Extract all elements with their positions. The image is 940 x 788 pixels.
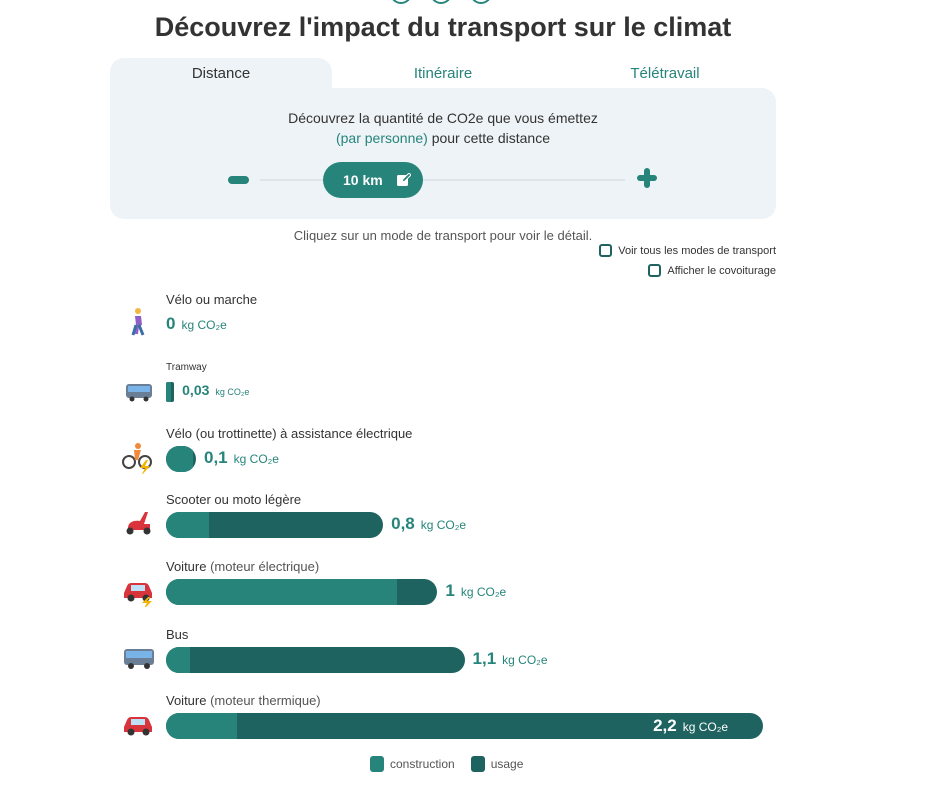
mode-label: Bus	[166, 627, 189, 642]
distance-slider-track[interactable]	[260, 179, 625, 181]
emission-value: 0 kg CO₂e	[166, 314, 227, 333]
emission-value: 1,1 kg CO₂e	[472, 649, 548, 668]
tab-itineraire[interactable]: Itinéraire	[413, 65, 473, 82]
tram-icon	[126, 384, 152, 402]
emission-bar[interactable]	[166, 446, 196, 472]
decrease-distance-button[interactable]	[228, 176, 249, 184]
emission-value: 0,1 kg CO₂e	[204, 448, 279, 467]
bar-segment-construction	[166, 713, 237, 739]
mode-label: Tramway	[166, 362, 207, 373]
emission-bar[interactable]	[166, 512, 384, 538]
distance-value: 10 km	[343, 172, 383, 188]
emission-value: 0,03 kg CO₂e	[182, 382, 250, 398]
bar-segment-construction	[166, 647, 191, 673]
emission-value: 2,2 kg CO₂e	[653, 716, 729, 735]
bus-icon	[124, 649, 154, 669]
tab-teletravail[interactable]: Télétravail	[630, 65, 700, 82]
mode-label: Scooter ou moto légère	[166, 492, 302, 507]
electric-car-icon	[124, 583, 152, 607]
show-all-modes-checkbox[interactable]: Voir tous les modes de transport	[599, 244, 776, 257]
chart-legend: construction usage	[370, 756, 523, 772]
bar-segment-construction	[166, 382, 172, 402]
emission-value: 0,8 kg CO₂e	[391, 514, 467, 533]
show-carpooling-checkbox[interactable]: Afficher le covoiturage	[648, 264, 776, 277]
hint-text: Cliquez sur un mode de transport pour vo…	[293, 228, 593, 243]
mode-label: Voiture (moteur électrique)	[166, 559, 320, 574]
legend-swatch-construction	[370, 756, 384, 772]
distance-panel: Découvrez la quantité de CO2e que vous é…	[110, 88, 776, 219]
distance-slider-handle[interactable]: 10 km	[323, 162, 423, 198]
step-indicators	[390, 0, 492, 4]
bar-segment-construction	[166, 512, 210, 538]
mode-label: Vélo ou marche	[166, 292, 258, 307]
panel-description: Découvrez la quantité de CO2e que vous é…	[288, 110, 598, 126]
emission-bar[interactable]	[166, 713, 764, 739]
emission-bar[interactable]	[166, 382, 175, 402]
mode-label: Vélo (ou trottinette) à assistance élect…	[166, 426, 413, 441]
bar-segment-construction	[166, 579, 397, 605]
edit-icon	[397, 173, 411, 186]
increase-distance-button[interactable]	[637, 168, 657, 188]
tab-distance[interactable]: Distance	[110, 58, 332, 90]
emission-bar[interactable]	[166, 579, 438, 605]
panel-description-2: (par personne) pour cette distance	[335, 130, 550, 146]
page-title: Découvrez l'impact du transport sur le c…	[154, 12, 732, 42]
scooter-icon	[126, 512, 151, 535]
emission-value: 1 kg CO₂e	[445, 581, 507, 600]
electric-bike-icon	[122, 443, 152, 474]
emission-bar[interactable]	[166, 647, 465, 673]
walking-icon	[131, 308, 145, 336]
mode-label: Voiture (moteur thermique)	[166, 693, 321, 708]
bar-segment-construction	[166, 446, 193, 472]
legend-swatch-usage	[470, 756, 485, 772]
per-person-link[interactable]: (par personne)	[335, 130, 428, 146]
car-icon	[124, 717, 152, 736]
